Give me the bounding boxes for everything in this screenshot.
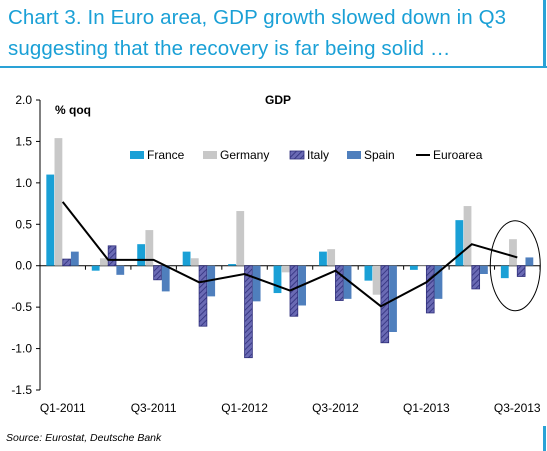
bar-germany [372,265,381,295]
x-tick-label: Q1-2013 [403,401,450,415]
bar-spain [480,265,488,274]
footer-accent-bar [543,426,546,451]
chart-title: GDP [265,93,291,107]
header-title-line-2: suggesting that the recovery is far bein… [8,37,451,60]
bar-germany [145,230,154,266]
bar-france [228,264,236,266]
legend-swatch-spain [347,151,361,159]
y-tick-label: -1.0 [11,342,32,356]
legend-label-italy: Italy [307,148,329,162]
bar-germany [281,265,290,273]
y-tick-label: 2.0 [15,93,32,107]
y-tick-label: -1.5 [11,383,32,397]
bar-italy [425,265,435,314]
bar-germany [509,239,517,266]
bar-italy [516,265,526,277]
source-note: Source: Eurostat, Deutsche Bank [6,432,162,444]
bar-italy [198,265,208,327]
bar-spain [434,265,443,299]
bar-france [91,265,100,271]
bar-france [500,265,509,279]
chart-header: Chart 3. In Euro area, GDP growth slowed… [0,0,547,68]
legend-label-euroarea: Euroarea [433,148,483,162]
bar-germany [418,265,426,267]
bar-france [364,265,373,281]
bar-spain [161,265,170,292]
y-tick-label: 1.5 [15,134,32,148]
line-euroarea [61,201,518,308]
bar-italy [244,265,253,359]
x-tick-label: Q3-2012 [312,401,359,415]
legend-swatch-france [130,151,144,159]
y-axis-label: % qoq [55,103,91,117]
x-tick-label: Q3-2013 [494,401,541,415]
bar-italy [107,245,117,267]
bar-france [182,251,191,266]
bar-italy [153,265,162,281]
bar-france [46,174,55,266]
bar-france [273,265,282,294]
legend-label-france: France [147,148,185,162]
bar-spain [252,265,261,302]
bar-germany [463,206,472,266]
bar-spain [525,257,534,266]
gdp-chart: 2.0 1.5 1.0 0.5 0.0 -0.5 -1.0 -1.5 Q1-2011 Q3-201… [11,93,541,415]
bar-italy [62,258,71,267]
bar-spain [343,265,352,299]
bar-germany [236,211,245,266]
y-tick-label: 1.0 [15,176,32,190]
x-tick-label: Q1-2011 [40,401,86,415]
bar-france [319,251,327,266]
legend-label-spain: Spain [364,148,395,162]
bar-germany [190,258,199,266]
bar-italy [471,265,481,290]
bar-italy [335,265,344,301]
legend-label-germany: Germany [220,148,269,162]
highlight-ellipse [489,220,541,312]
bar-france [409,265,418,270]
legend-swatch-italy [289,150,305,160]
y-tick-label: 0.0 [15,259,32,273]
x-tick-label: Q3-2011 [131,401,177,415]
x-tick-label: Q1-2012 [221,401,268,415]
y-tick-label: 0.5 [15,217,32,231]
bar-france [137,244,146,266]
bar-germany [327,249,336,266]
bar-spain [70,251,79,266]
y-tick-label: -0.5 [11,300,32,314]
legend-swatch-germany [203,151,217,159]
header-title-line-1: Chart 3. In Euro area, GDP growth slowed… [8,6,507,29]
bar-france [455,220,464,266]
bar-germany [54,138,63,266]
header-accent-bar [543,0,546,66]
bar-spain [116,265,125,275]
bar-germany [99,258,108,266]
